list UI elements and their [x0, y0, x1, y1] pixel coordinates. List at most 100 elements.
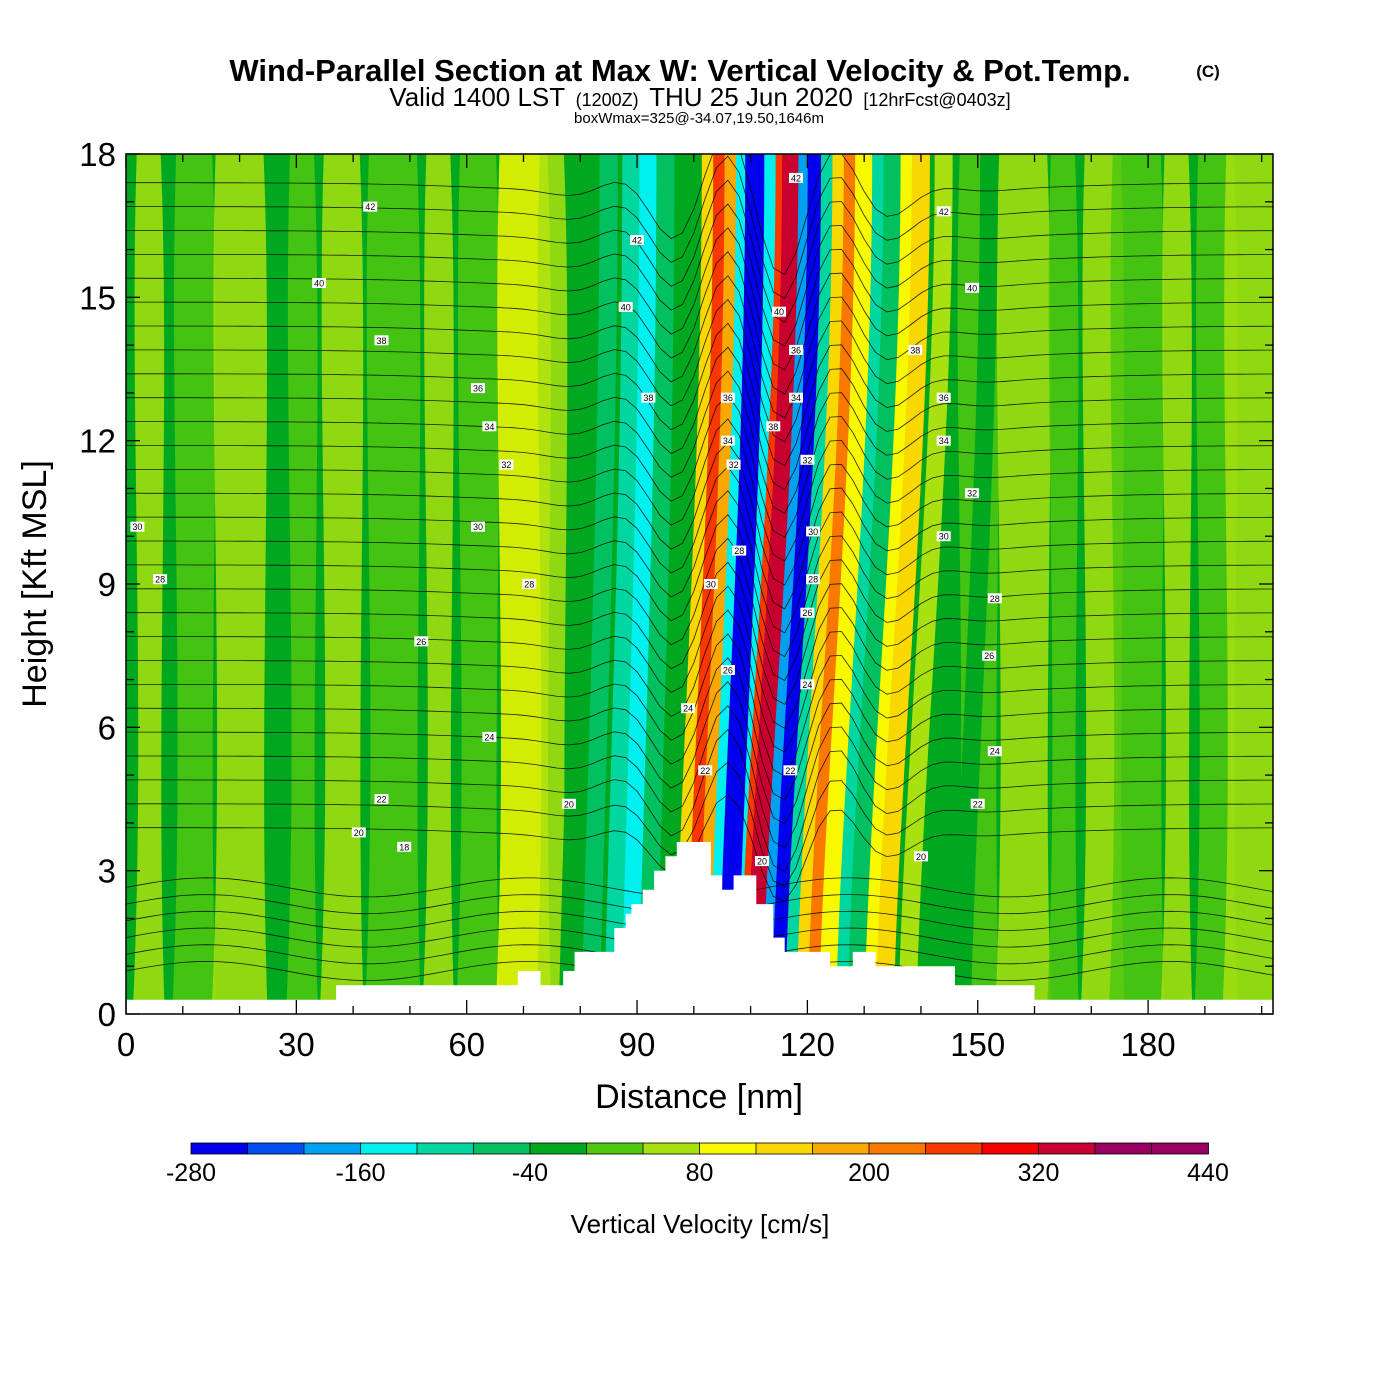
svg-text:30: 30 [706, 580, 716, 590]
velocity-band [818, 154, 874, 1014]
svg-text:28: 28 [808, 575, 818, 585]
theta-contour [126, 203, 1273, 347]
background-stripe [1222, 154, 1273, 1014]
theta-label: 40 [312, 278, 327, 289]
theta-contour [126, 346, 1273, 491]
colorbar-tick-label: -40 [512, 1159, 548, 1187]
background-stripe [1046, 154, 1079, 1014]
colorbar-tick-label: 320 [1018, 1159, 1060, 1187]
chart-title: Wind-Parallel Section at Max W: Vertical… [229, 53, 1130, 88]
theta-label: 22 [783, 765, 798, 776]
plot-area: 42 40 38 36 34 32 30 30 28 28 26 24 22 20 18 20 24 22 30 26… [126, 154, 1273, 1014]
x-tick-label: 60 [448, 1026, 485, 1063]
svg-text:24: 24 [990, 747, 1000, 757]
colorbar-segment [586, 1142, 644, 1155]
colorbar-segment [473, 1142, 531, 1155]
theta-contour [126, 466, 1273, 610]
svg-text:36: 36 [939, 393, 949, 403]
colorbar-segment [868, 1142, 927, 1155]
theta-label: 30 [130, 521, 145, 532]
theta-label: 28 [153, 574, 168, 585]
theta-label: 22 [374, 794, 389, 805]
theta-label: 42 [936, 206, 951, 217]
theta-contour [126, 761, 1273, 888]
colorbar-tick-label: -280 [166, 1159, 216, 1187]
svg-text:30: 30 [132, 522, 142, 532]
background-stripe [535, 154, 568, 1014]
theta-label: 38 [641, 392, 656, 403]
theta-label: 24 [987, 746, 1002, 757]
theta-label: 38 [766, 421, 781, 432]
svg-text:40: 40 [621, 302, 631, 312]
theta-label: 36 [936, 392, 951, 403]
svg-text:22: 22 [700, 766, 710, 776]
theta-label: 34 [482, 421, 497, 432]
theta-contour [126, 275, 1273, 419]
theta-label: 32 [965, 488, 980, 499]
svg-text:22: 22 [785, 766, 795, 776]
svg-text:40: 40 [774, 307, 784, 317]
background-stripe [995, 154, 1052, 1014]
valid-prefix: Valid 1400 LST [389, 82, 565, 112]
theta-label: 36 [789, 344, 803, 355]
theta-contour [126, 298, 1273, 443]
svg-text:26: 26 [984, 651, 994, 661]
x-tick-label: 90 [619, 1026, 656, 1063]
terrain [126, 842, 1273, 1014]
background-stripe [172, 154, 217, 1014]
svg-text:30: 30 [473, 522, 483, 532]
background-stripe [456, 154, 501, 1014]
theta-label: 20 [755, 856, 769, 867]
velocity-band [604, 154, 641, 1014]
theta-label: 28 [987, 593, 1002, 604]
theta-contour [126, 322, 1273, 467]
theta-contours [126, 154, 1273, 981]
copyright-mark: (C) [1196, 62, 1220, 81]
theta-label: 26 [800, 607, 815, 618]
theta-contour [126, 633, 1273, 777]
svg-text:30: 30 [939, 532, 949, 542]
y-tick-label: 15 [79, 279, 116, 316]
theta-label: 18 [397, 841, 412, 852]
velocity-band [718, 154, 768, 1014]
svg-text:32: 32 [967, 489, 977, 499]
theta-label: 28 [806, 574, 821, 585]
background-stripe [1160, 154, 1193, 1014]
theta-labels: 42 40 38 36 34 32 30 30 28 28 26 24 22 20 18 20 24 22 30 26… [130, 172, 1002, 867]
svg-text:24: 24 [683, 704, 693, 714]
svg-text:26: 26 [416, 637, 426, 647]
x-tick-label: 150 [950, 1026, 1005, 1063]
colorbar-segment [1094, 1142, 1153, 1155]
theta-label: 26 [720, 665, 735, 676]
valid-date: THU 25 Jun 2020 [649, 82, 853, 112]
colorbar-segment [247, 1142, 305, 1155]
svg-text:34: 34 [723, 436, 733, 446]
colorbar-tick-label: 200 [848, 1159, 890, 1187]
theta-label: 28 [522, 579, 537, 590]
theta-label: 38 [908, 344, 923, 355]
y-tick-label: 3 [98, 853, 116, 890]
svg-text:40: 40 [967, 283, 977, 293]
svg-text:30: 30 [808, 527, 818, 537]
theta-contour [126, 251, 1273, 395]
colorbar-segment [190, 1142, 249, 1155]
colorbar-segment [416, 1142, 475, 1155]
x-tick-label: 180 [1121, 1026, 1176, 1063]
theta-label: 28 [732, 545, 747, 556]
theta-label: 20 [561, 798, 576, 809]
velocity-band [638, 154, 675, 1014]
svg-text:34: 34 [939, 436, 949, 446]
zulu-time: (1200Z) [576, 90, 639, 110]
theta-contour [126, 537, 1273, 682]
theta-label: 30 [936, 531, 951, 542]
theta-label: 32 [726, 459, 741, 470]
theta-contour [126, 442, 1273, 586]
svg-text:42: 42 [365, 202, 375, 212]
theta-label: 20 [351, 827, 366, 838]
velocity-band [898, 154, 953, 1014]
velocity-band [847, 154, 902, 1014]
velocity-band [875, 154, 930, 1014]
colorbar-segment [303, 1142, 362, 1155]
background-stripe [1108, 154, 1165, 1014]
colorbar-tick-label: -160 [335, 1159, 385, 1187]
